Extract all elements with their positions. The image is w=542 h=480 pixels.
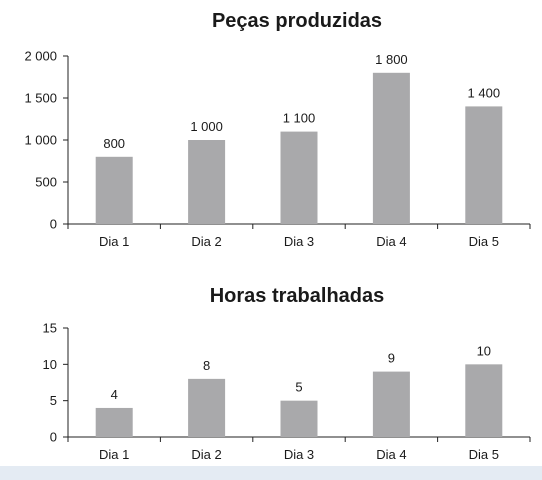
data-label: 1 400 [468,85,501,100]
bar [188,140,226,224]
x-tick-label: Dia 3 [284,447,314,462]
chart-title: Horas trabalhadas [210,285,385,307]
x-tick-label: Dia 2 [191,447,221,462]
chart-pecas-produzidas: Peças produzidas 0 500 1 000 1 500 2 000 800 D… [24,10,531,249]
bar [280,400,318,437]
y-tick-label: 500 [35,175,57,190]
y-tick-label: 0 [50,217,57,232]
chart-horas-trabalhadas: Horas trabalhadas 0 5 10 15 4 Dia 1 8 Dia 2 5 Dia… [43,285,531,462]
x-tick-label: Dia 4 [376,447,406,462]
data-label: 10 [477,343,491,358]
bar [465,106,503,224]
bar [95,407,133,437]
data-label: 4 [111,387,118,402]
bar [465,364,503,437]
bar [372,72,410,224]
chart-title: Peças produzidas [212,10,382,32]
bar [95,156,133,224]
data-label: 5 [295,380,302,395]
data-label: 1 100 [283,111,316,126]
y-tick-label: 1 000 [24,133,57,148]
x-tick-label: Dia 1 [99,447,129,462]
x-tick-label: Dia 4 [376,234,406,249]
y-tick-label: 5 [50,393,57,408]
x-tick-label: Dia 3 [284,234,314,249]
data-label: 1 000 [190,119,223,134]
x-tick-label: Dia 5 [469,234,499,249]
data-label: 800 [103,136,125,151]
y-tick-label: 1 500 [24,91,57,106]
bar [372,371,410,437]
y-tick-label: 15 [43,321,57,336]
y-tick-label: 0 [50,430,57,445]
data-label: 1 800 [375,52,408,67]
x-tick-label: Dia 1 [99,234,129,249]
x-tick-label: Dia 2 [191,234,221,249]
bar [280,131,318,224]
y-tick-label: 2 000 [24,49,57,64]
data-label: 8 [203,358,210,373]
x-tick-label: Dia 5 [469,447,499,462]
chart-panel [0,0,542,466]
y-tick-label: 10 [43,357,57,372]
data-label: 9 [388,351,395,366]
bar [188,378,226,437]
